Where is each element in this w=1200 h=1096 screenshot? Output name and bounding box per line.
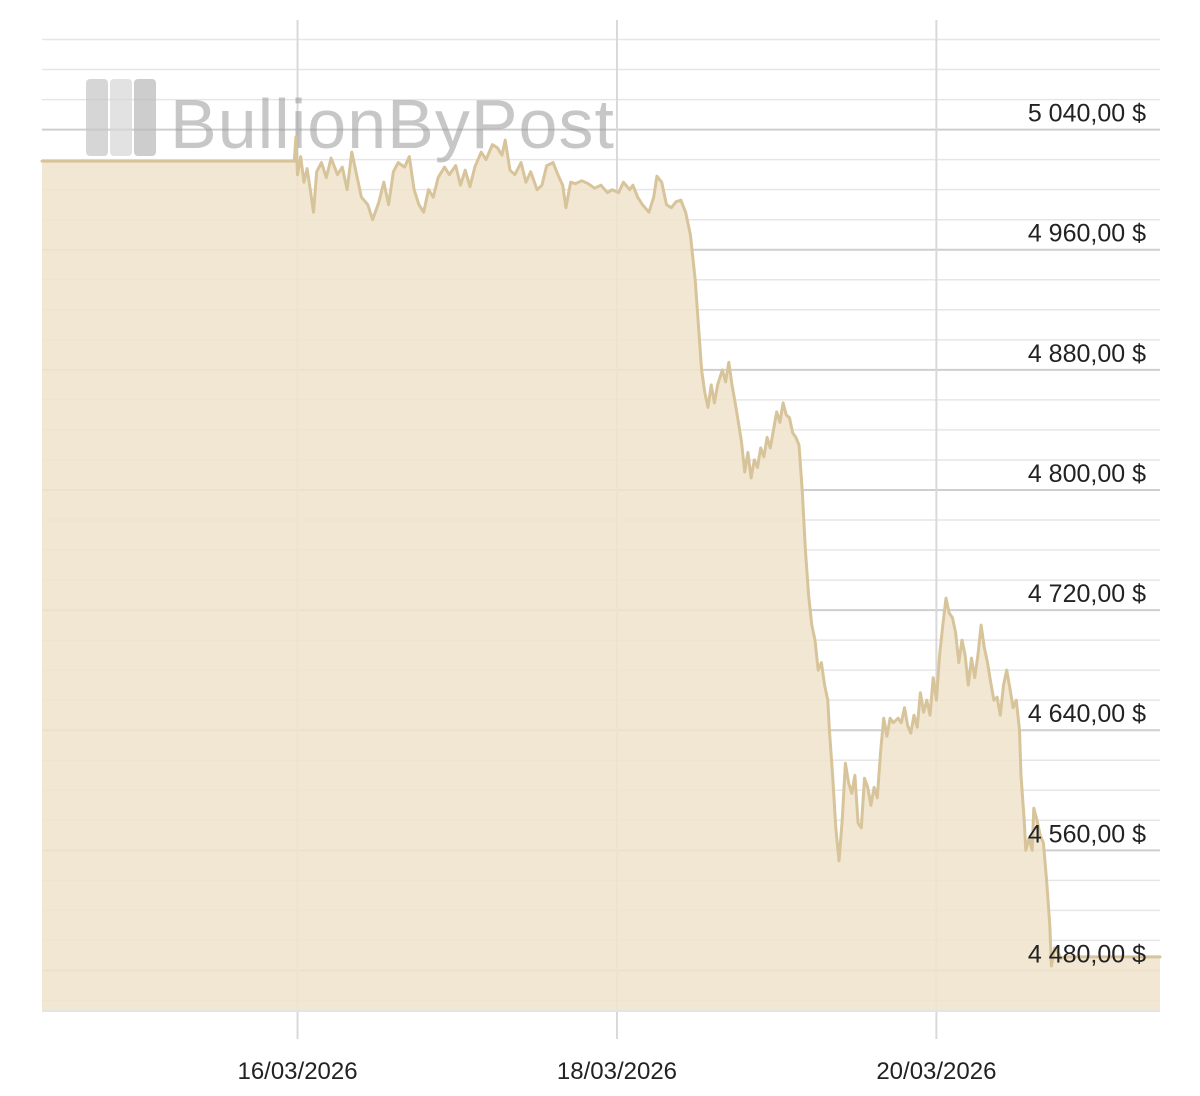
price-line (40, 135, 1162, 968)
watermark-bar-mid (110, 79, 132, 156)
y-tick-label: 4 960,00 $ (1028, 220, 1146, 248)
y-tick-label: 4 880,00 $ (1028, 340, 1146, 368)
x-axis-labels: 16/03/2026 18/03/2026 20/03/2026 (237, 1058, 996, 1085)
y-tick-label: 4 800,00 $ (1028, 460, 1146, 488)
y-tick-label: 4 560,00 $ (1028, 820, 1146, 848)
watermark-text: BullionByPost (170, 85, 615, 163)
x-tick-label: 16/03/2026 (237, 1058, 357, 1085)
x-tick-label: 18/03/2026 (557, 1058, 677, 1085)
y-tick-label: 4 640,00 $ (1028, 700, 1146, 728)
y-tick-label: 5 040,00 $ (1028, 100, 1146, 128)
price-area-fill (42, 137, 1160, 1012)
price-series (40, 135, 1162, 1012)
y-tick-label: 4 720,00 $ (1028, 580, 1146, 608)
y-tick-label: 4 480,00 $ (1028, 940, 1146, 968)
y-axis-labels: 5 040,00 $ 4 960,00 $ 4 880,00 $ 4 800,00 $… (1028, 100, 1146, 969)
watermark-bar-right (134, 79, 156, 156)
x-tick-label: 20/03/2026 (876, 1058, 996, 1085)
bullionbypost-watermark-logo: BullionByPost (86, 79, 615, 163)
watermark-bar-left (86, 79, 108, 156)
